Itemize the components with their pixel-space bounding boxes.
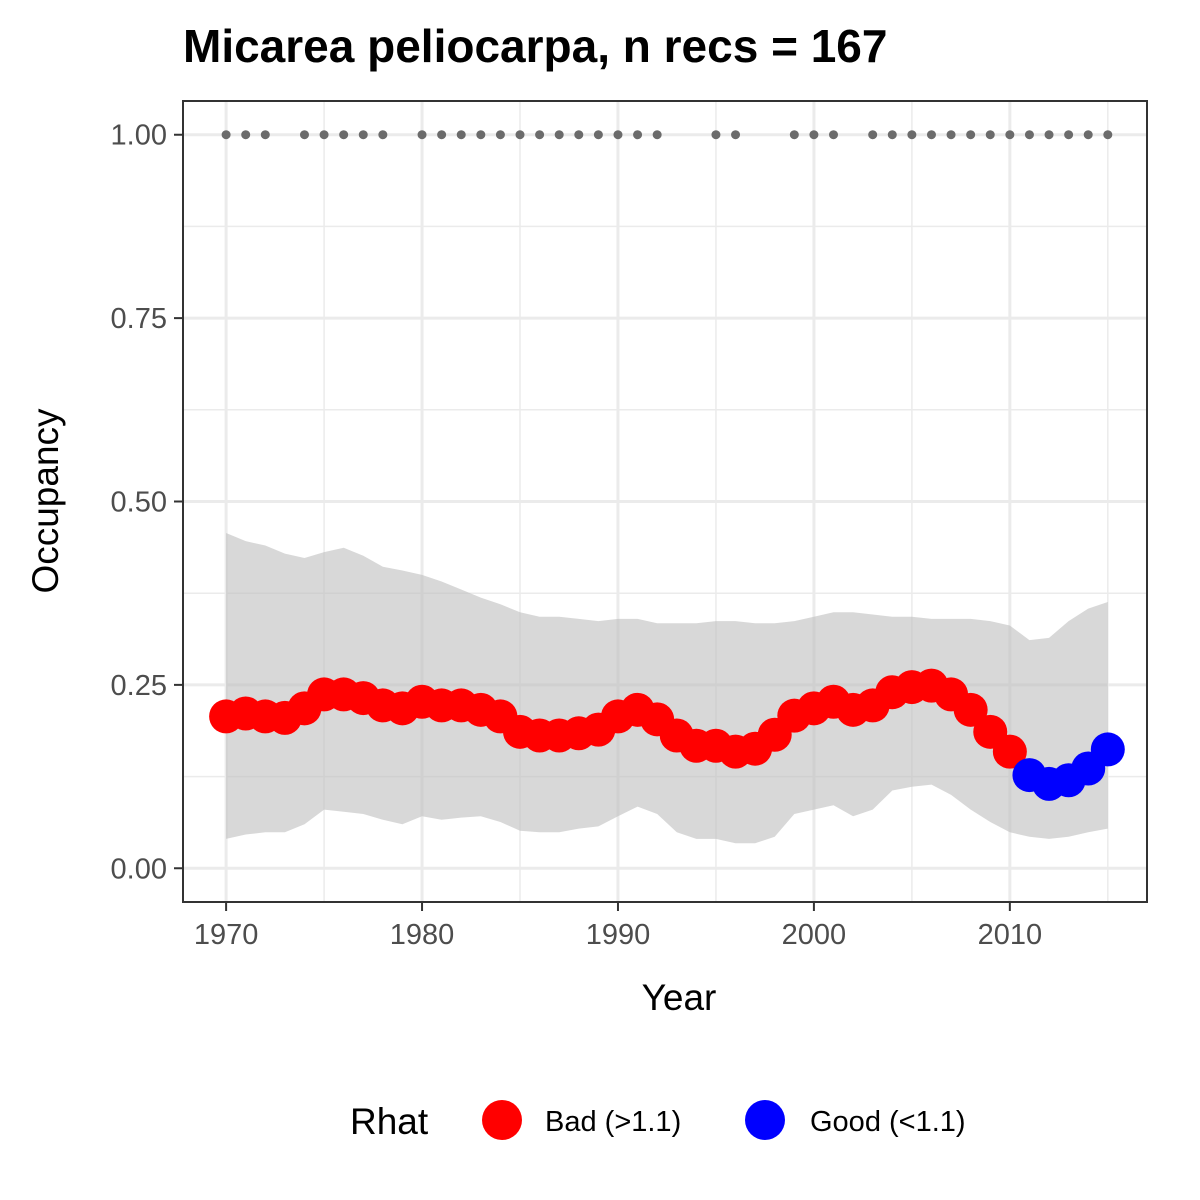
- record-point: [789, 130, 799, 140]
- record-point: [495, 130, 505, 140]
- occupancy-point: [953, 692, 988, 727]
- record-point: [868, 130, 878, 140]
- legend-label-good: Good (<1.1): [810, 1106, 966, 1138]
- occupancy-point: [992, 734, 1027, 769]
- record-point: [535, 130, 545, 140]
- x-tick-label: 1990: [586, 919, 651, 951]
- record-point: [926, 130, 936, 140]
- plot-panel: [182, 100, 1148, 903]
- x-tick-label: 2010: [978, 919, 1043, 951]
- record-point: [887, 130, 897, 140]
- chart-title: Micarea peliocarpa, n recs = 167: [183, 20, 887, 72]
- x-axis-title: Year: [642, 977, 717, 1018]
- record-point: [809, 130, 819, 140]
- record-point: [417, 130, 427, 140]
- x-tick-label: 1980: [390, 919, 455, 951]
- record-point: [476, 130, 486, 140]
- y-tick-label: 0.75: [111, 303, 167, 335]
- record-point: [652, 130, 662, 140]
- record-point: [946, 130, 956, 140]
- record-point: [221, 130, 231, 140]
- x-axis: 1970 1980 1990 2000 2010: [194, 902, 1042, 951]
- record-point: [456, 130, 466, 140]
- record-point: [554, 130, 564, 140]
- record-point: [358, 130, 368, 140]
- y-axis-title: Occupancy: [25, 408, 66, 594]
- record-point: [241, 130, 251, 140]
- record-point: [1044, 130, 1054, 140]
- y-tick-label: 0.25: [111, 670, 167, 702]
- record-point: [319, 130, 329, 140]
- record-point: [1103, 130, 1113, 140]
- legend-title: Rhat: [350, 1101, 429, 1142]
- record-points: [221, 130, 1113, 140]
- record-point: [633, 130, 643, 140]
- occupancy-points: [209, 668, 1125, 801]
- legend-label-bad: Bad (>1.1): [545, 1106, 681, 1138]
- record-point: [299, 130, 309, 140]
- record-point: [731, 130, 741, 140]
- record-point: [985, 130, 995, 140]
- record-point: [711, 130, 721, 140]
- record-point: [1083, 130, 1093, 140]
- record-point: [829, 130, 839, 140]
- record-point: [574, 130, 584, 140]
- record-point: [378, 130, 388, 140]
- record-point: [966, 130, 976, 140]
- record-point: [907, 130, 917, 140]
- record-point: [339, 130, 349, 140]
- record-point: [1064, 130, 1074, 140]
- record-point: [1005, 130, 1015, 140]
- legend-key-good: [745, 1100, 785, 1140]
- legend-entry-bad: Bad (>1.1): [482, 1100, 681, 1140]
- y-tick-label: 0.50: [111, 487, 167, 519]
- confidence-ribbon: [226, 533, 1108, 844]
- record-point: [437, 130, 447, 140]
- record-point: [515, 130, 525, 140]
- record-point: [593, 130, 603, 140]
- legend-key-bad: [482, 1100, 522, 1140]
- legend: Rhat Bad (>1.1) Good (<1.1): [350, 1100, 966, 1142]
- record-point: [260, 130, 270, 140]
- x-tick-label: 1970: [194, 919, 259, 951]
- x-tick-label: 2000: [782, 919, 847, 951]
- legend-entry-good: Good (<1.1): [745, 1100, 966, 1140]
- record-point: [613, 130, 623, 140]
- record-point: [1024, 130, 1034, 140]
- y-axis: 0.00 0.25 0.50 0.75 1.00: [111, 120, 183, 885]
- occupancy-point: [1090, 732, 1125, 767]
- y-tick-label: 1.00: [111, 120, 167, 152]
- y-tick-label: 0.00: [111, 853, 167, 885]
